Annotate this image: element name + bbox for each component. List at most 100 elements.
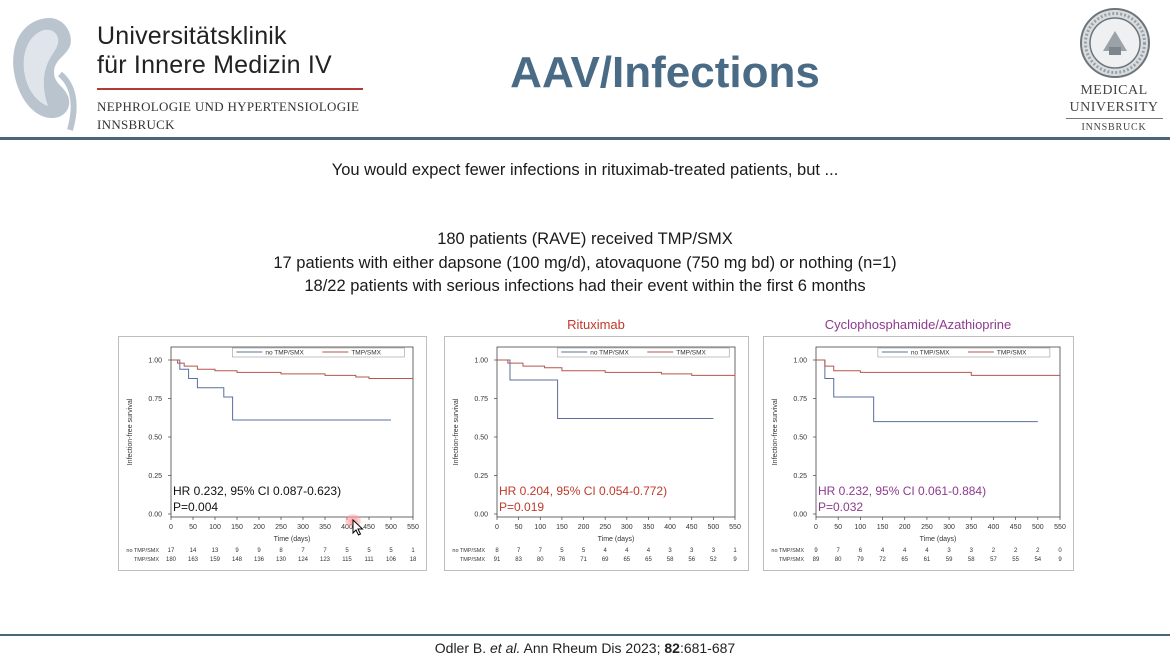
risk-table-cell: 58 — [968, 557, 975, 563]
x-tick-label: 400 — [988, 524, 1000, 531]
x-tick-label: 250 — [921, 524, 933, 531]
risk-table-cell: 7 — [539, 548, 543, 554]
risk-table-cell: 1 — [411, 548, 415, 554]
risk-table-cell: 7 — [323, 548, 327, 554]
km-chart-overall: no TMP/SMX TMP/SMX 0.00 0.25 0.50 0.75 1.00 Inf… — [118, 336, 427, 571]
risk-table-cell: 17 — [168, 548, 175, 554]
risk-table-cell: 76 — [559, 557, 566, 563]
risk-table-cell: 148 — [232, 557, 243, 563]
risk-table-cell: 4 — [881, 548, 885, 554]
x-tick-label: 450 — [363, 524, 375, 531]
university-seal-icon — [1080, 8, 1150, 78]
y-tick-label: 1.00 — [793, 358, 807, 365]
x-tick-label: 450 — [686, 524, 698, 531]
y-tick-label: 1.00 — [474, 358, 488, 365]
institution-name-line2: für Innere Medizin IV — [97, 51, 332, 79]
risk-table-cell: 7 — [837, 548, 841, 554]
risk-table-cell: 83 — [515, 557, 522, 563]
x-tick-label: 100 — [209, 524, 221, 531]
intro-text: You would expect fewer infections in rit… — [331, 161, 839, 179]
risk-table-cell: 89 — [813, 557, 820, 563]
legend-box — [232, 347, 405, 358]
plot-frame — [815, 346, 1061, 518]
risk-table-cell: 79 — [857, 557, 864, 563]
x-tick-label: 200 — [578, 524, 590, 531]
risk-table-cell: 54 — [1034, 557, 1041, 563]
p-value-annotation: P=0.019 — [499, 500, 544, 514]
risk-table-cell: 9 — [814, 548, 818, 554]
x-tick-label: 150 — [556, 524, 568, 531]
university-name-line2: UNIVERSITY — [1069, 100, 1159, 115]
y-tick-label: 0.75 — [793, 396, 807, 403]
risk-table-cell: 18 — [410, 557, 417, 563]
x-tick-label: 200 — [253, 524, 265, 531]
chart-title-cyclophosphamide: Cyclophosphamide/Azathioprine — [824, 317, 1012, 332]
citation-author: Odler B. — [434, 640, 487, 656]
x-tick-label: 400 — [664, 524, 676, 531]
bullet-line-2: 17 patients with either dapsone (100 mg/… — [273, 254, 897, 272]
risk-table-cell: 4 — [625, 548, 629, 554]
risk-table-label: TMP/SMX — [779, 557, 804, 563]
legend-label: no TMP/SMX — [265, 350, 304, 357]
bullet-line-3: 18/22 patients with serious infections h… — [304, 277, 866, 295]
y-tick-label: 0.50 — [148, 435, 162, 442]
hazard-ratio-annotation: HR 0.232, 95% CI 0.087-0.623) — [173, 484, 341, 498]
department-name-line2: INNSBRUCK — [97, 117, 175, 132]
risk-table-cell: 7 — [517, 548, 521, 554]
km-chart-rituximab-svg: no TMP/SMX TMP/SMX 0.00 0.25 0.50 0.75 1.00 Inf… — [452, 346, 741, 563]
risk-table-cell: 3 — [690, 548, 694, 554]
x-tick-label: 450 — [1010, 524, 1022, 531]
plot-frame — [170, 346, 414, 518]
risk-table-cell: 8 — [495, 548, 499, 554]
risk-table-cell: 4 — [903, 548, 907, 554]
risk-table-cell: 106 — [386, 557, 397, 563]
x-tick-label: 50 — [189, 524, 197, 531]
risk-table-cell: 4 — [647, 548, 651, 554]
y-tick-label: 0.00 — [148, 512, 162, 519]
risk-table-cell: 3 — [947, 548, 951, 554]
risk-table-cell: 65 — [623, 557, 630, 563]
y-tick-label: 0.75 — [474, 396, 488, 403]
risk-table-cell: 3 — [970, 548, 974, 554]
risk-table-label: TMP/SMX — [460, 557, 485, 563]
institution-name-line1: Universitätsklinik — [97, 22, 287, 50]
x-tick-label: 0 — [495, 524, 499, 531]
footer-divider — [0, 634, 1170, 636]
bullet-line-1: 180 patients (RAVE) received TMP/SMX — [437, 230, 733, 248]
x-tick-label: 250 — [599, 524, 611, 531]
risk-table-label: no TMP/SMX — [126, 548, 159, 554]
x-tick-label: 200 — [899, 524, 911, 531]
risk-table-cell: 1 — [733, 548, 737, 554]
p-value-annotation: P=0.004 — [173, 500, 218, 514]
risk-table-cell: 3 — [712, 548, 716, 554]
x-axis-label: Time (days) — [274, 536, 311, 543]
x-tick-label: 550 — [1054, 524, 1066, 531]
x-tick-label: 350 — [965, 524, 977, 531]
y-tick-label: 0.00 — [474, 512, 488, 519]
legend-label: TMP/SMX — [676, 350, 706, 357]
y-tick-label: 0.25 — [474, 473, 488, 480]
citation-journal: Ann Rheum Dis 2023; — [523, 640, 661, 656]
x-tick-label: 350 — [643, 524, 655, 531]
x-tick-label: 500 — [708, 524, 720, 531]
risk-table-cell: 159 — [210, 557, 221, 563]
y-tick-label: 1.00 — [148, 358, 162, 365]
km-curve-tmp-smx — [816, 359, 1060, 376]
risk-table-cell: 7 — [301, 548, 305, 554]
km-curve-no-tmp-smx — [497, 359, 714, 420]
risk-table-cell: 163 — [188, 557, 199, 563]
risk-table-cell: 71 — [580, 557, 587, 563]
y-tick-label: 0.25 — [148, 473, 162, 480]
citation-pages: :681-687 — [679, 640, 736, 656]
x-tick-label: 500 — [385, 524, 397, 531]
risk-table-cell: 65 — [901, 557, 908, 563]
x-tick-label: 500 — [1032, 524, 1044, 531]
department-name-line1: NEPHROLOGIE UND HYPERTENSIOLOGIE — [97, 99, 360, 114]
hazard-ratio-annotation: HR 0.204, 95% CI 0.054-0.772) — [499, 484, 667, 498]
risk-table-cell: 130 — [276, 557, 287, 563]
x-tick-label: 100 — [855, 524, 867, 531]
university-name-line3: INNSBRUCK — [1081, 122, 1147, 133]
risk-table-cell: 9 — [1058, 557, 1062, 563]
x-tick-label: 0 — [169, 524, 173, 531]
risk-table-label: TMP/SMX — [134, 557, 159, 563]
